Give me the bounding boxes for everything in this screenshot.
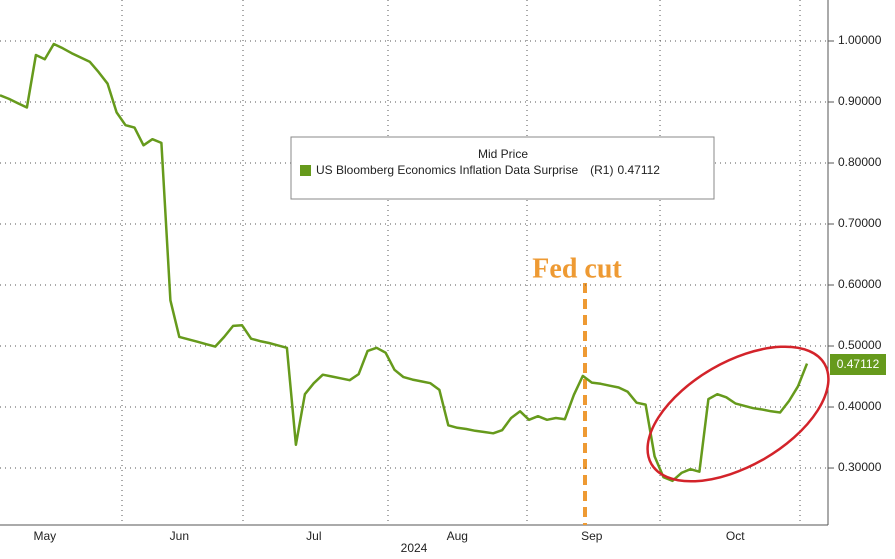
legend-value: 0.47112: [617, 163, 660, 177]
x-tick-label: Oct: [726, 529, 745, 543]
y-tick-label: 0.40000: [838, 399, 882, 413]
annotation: Fed cut: [532, 253, 622, 284]
legend: Mid Price US Bloomberg Economics Inflati…: [290, 136, 715, 200]
legend-label: US Bloomberg Economics Inflation Data Su…: [316, 163, 660, 177]
legend-series: US Bloomberg Economics Inflation Data Su…: [316, 163, 578, 177]
highlight-ellipse: [646, 345, 830, 483]
series-line: [0, 42, 809, 483]
y-tick-label: 0.60000: [838, 277, 882, 291]
y-tick-label: 0.90000: [838, 94, 882, 108]
legend-title: Mid Price: [478, 147, 528, 161]
x-tick-label: Jun: [170, 529, 189, 543]
y-tick-label: 0.80000: [838, 155, 882, 169]
y-tick-label: 0.50000: [838, 338, 882, 352]
y-tick-label: 0.30000: [838, 460, 882, 474]
y-tick-label: 1.00000: [838, 33, 882, 47]
last-value-box: [830, 354, 886, 375]
legend-box: [290, 136, 715, 200]
x-tick-label: Sep: [581, 529, 603, 543]
x-tick-label: May: [33, 529, 56, 543]
legend-swatch: [300, 165, 311, 176]
legend-suffix: (R1): [590, 163, 613, 177]
x-axis-label: 2024: [401, 541, 428, 555]
x-tick-label: Aug: [447, 529, 468, 543]
y-tick-label: 0.70000: [838, 216, 882, 230]
vertical-grid: [121, 0, 801, 525]
last-value-label: 0.47112: [837, 357, 880, 371]
x-tick-label: Jul: [306, 529, 321, 543]
